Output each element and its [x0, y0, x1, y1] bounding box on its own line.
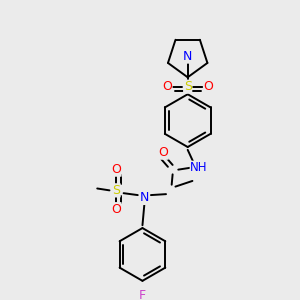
- Text: O: O: [162, 80, 172, 93]
- Text: S: S: [184, 80, 192, 93]
- Text: NH: NH: [190, 161, 208, 174]
- Text: S: S: [112, 184, 120, 197]
- Text: F: F: [139, 290, 146, 300]
- Text: O: O: [111, 163, 121, 176]
- Text: N: N: [183, 50, 192, 63]
- Text: O: O: [111, 203, 121, 216]
- Text: O: O: [158, 146, 168, 159]
- Text: N: N: [140, 191, 149, 204]
- Text: O: O: [203, 80, 213, 93]
